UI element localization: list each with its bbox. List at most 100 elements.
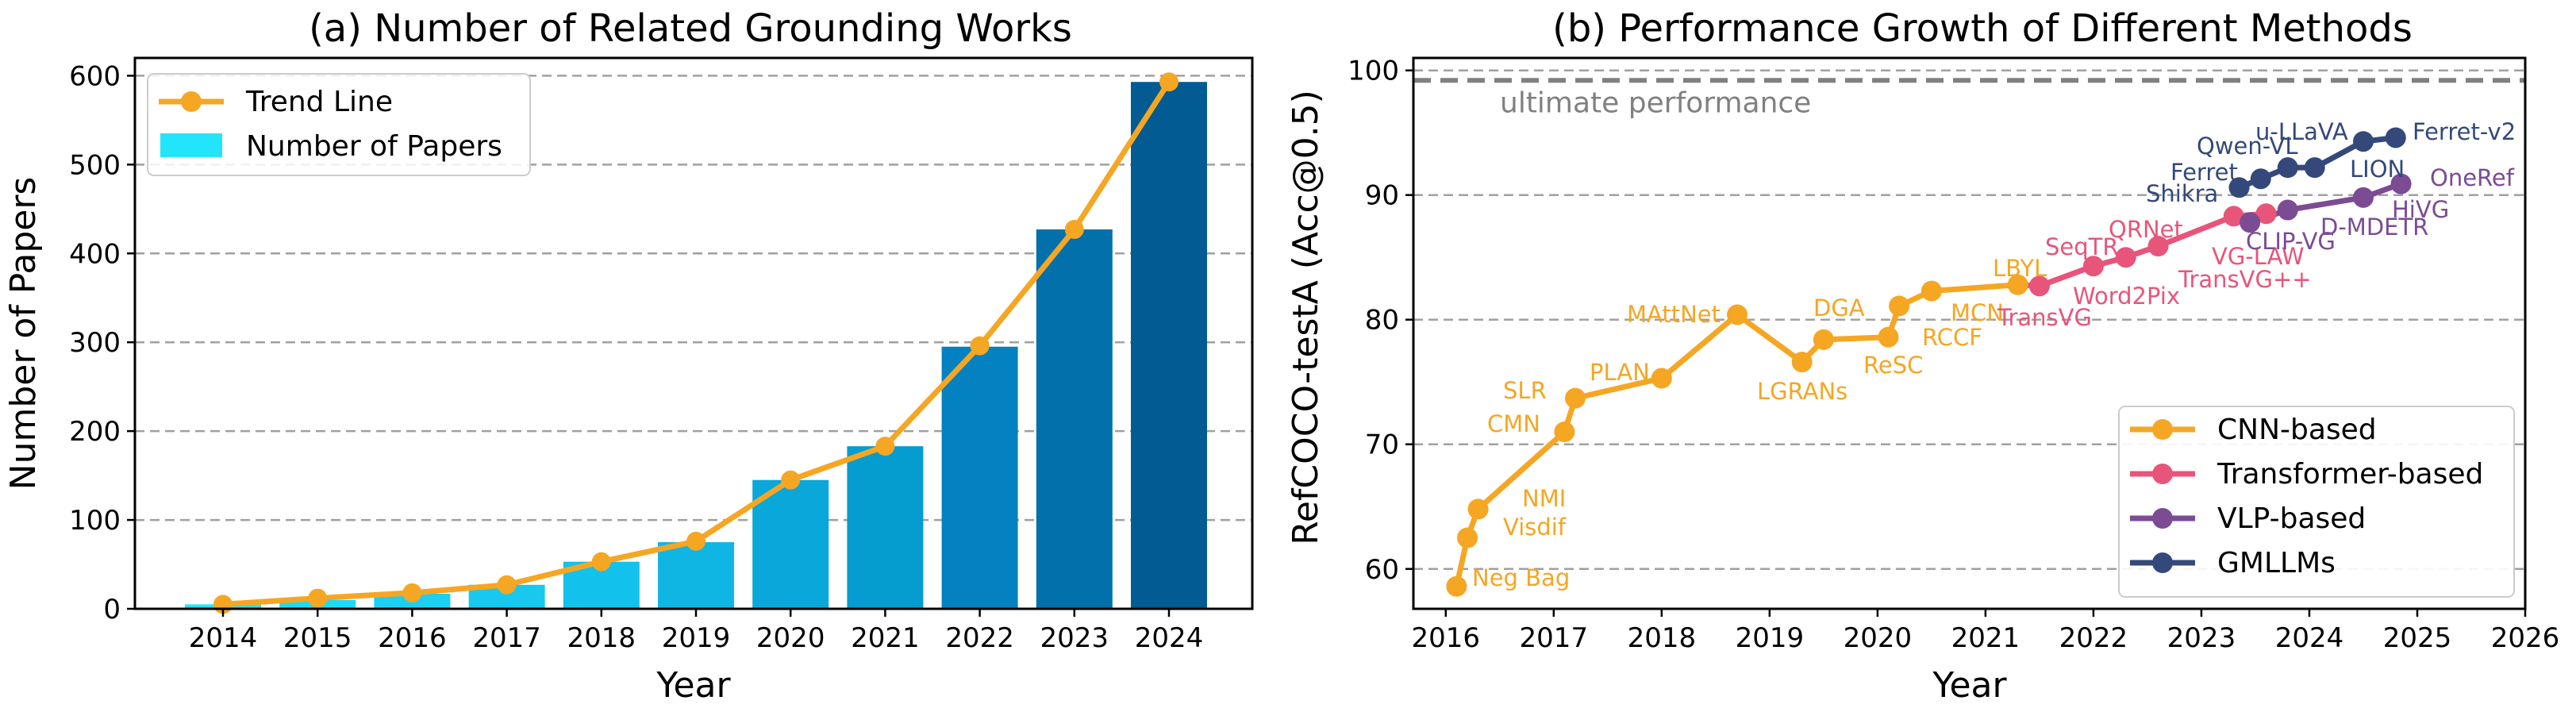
y-tick-label: 300 xyxy=(69,327,121,359)
point-0-1 xyxy=(1457,527,1478,548)
x-tick-label: 2021 xyxy=(1951,622,2020,654)
method-label: MAttNet xyxy=(1627,301,1721,328)
method-label: NMI xyxy=(1522,485,1566,512)
bar-2023 xyxy=(1036,229,1113,609)
method-label: u-LLaVA xyxy=(2255,118,2348,145)
x-tick-label: 2026 xyxy=(2491,622,2560,654)
point-0-11 xyxy=(1920,280,1942,302)
legend-cnn-label: CNN-based xyxy=(2217,414,2377,446)
point-0-8 xyxy=(1813,329,1834,350)
x-tick-label: 2022 xyxy=(2059,622,2128,654)
point-3-1 xyxy=(2250,168,2271,190)
method-label: D-MDETR xyxy=(2320,214,2428,241)
y-tick-label: 80 xyxy=(1365,305,1399,337)
point-1-4 xyxy=(2223,206,2244,227)
panel-a-title: (a) Number of Related Grounding Works xyxy=(309,6,1072,51)
method-label: LGRANs xyxy=(1757,378,1847,405)
x-tick-label: 2014 xyxy=(189,622,258,654)
legend-vlp-marker xyxy=(2152,508,2173,529)
legend-cnn-marker xyxy=(2152,419,2173,440)
method-label: CMN xyxy=(1487,410,1540,437)
panel-a-x-ticks: 2014 2015 2016 2017 2018 2019 2020 2021 2022 2023… xyxy=(189,609,1204,654)
panel-a-y-label: Number of Papers xyxy=(3,177,44,491)
trend-point-2016 xyxy=(402,583,422,602)
legend-gmllm-marker xyxy=(2152,552,2173,573)
panel-b-y-ticks: 60 70 80 90 100 xyxy=(1348,56,1413,586)
y-tick-label: 70 xyxy=(1365,429,1399,461)
panel-b-series xyxy=(1446,127,2412,597)
panel-a: (a) Number of Related Grounding Works 0 1… xyxy=(3,6,1254,706)
panel-b-legend-box xyxy=(2118,406,2515,598)
trend-point-2018 xyxy=(591,552,611,572)
method-label: ReSC xyxy=(1863,352,1923,379)
trend-point-2022 xyxy=(970,336,990,356)
point-3-0 xyxy=(2228,177,2250,198)
bar-2024 xyxy=(1131,82,1207,609)
method-label: QRNet xyxy=(2109,216,2183,243)
panel-b-title: (b) Performance Growth of Different Meth… xyxy=(1552,6,2413,51)
point-0-3 xyxy=(1554,421,1575,443)
panel-b-reference-line: ultimate performance xyxy=(1413,78,2525,119)
y-tick-label: 500 xyxy=(69,149,121,181)
point-1-0 xyxy=(2028,275,2050,297)
point-0-6 xyxy=(1727,304,1748,325)
x-tick-label: 2020 xyxy=(1844,622,1913,654)
bar-2022 xyxy=(941,346,1018,609)
point-3-3 xyxy=(2304,157,2325,179)
trend-point-2023 xyxy=(1064,220,1084,240)
trend-point-2024 xyxy=(1159,72,1178,92)
legend-papers-label: Number of Papers xyxy=(246,130,502,163)
method-label: PLAN xyxy=(1590,359,1650,386)
x-tick-label: 2019 xyxy=(1736,622,1805,654)
x-tick-label: 2019 xyxy=(662,622,731,654)
point-0-5 xyxy=(1651,368,1672,389)
x-tick-label: 2021 xyxy=(851,622,920,654)
method-label: Shikra xyxy=(2146,180,2218,207)
method-label: Ferret xyxy=(2170,159,2238,186)
point-3-2 xyxy=(2277,157,2298,179)
point-0-12 xyxy=(2007,274,2028,295)
legend-papers-swatch xyxy=(160,133,222,157)
panel-a-x-label: Year xyxy=(656,665,731,706)
y-tick-label: 60 xyxy=(1365,554,1399,586)
trend-point-2019 xyxy=(686,531,706,551)
legend-transformer-label: Transformer-based xyxy=(2217,458,2483,491)
y-tick-label: 600 xyxy=(69,60,121,92)
point-2-2 xyxy=(2352,187,2374,208)
point-0-2 xyxy=(1467,498,1489,520)
trend-point-2017 xyxy=(497,575,517,595)
bar-2020 xyxy=(752,479,829,609)
panel-b-legend: CNN-based Transformer-based VLP-based GM… xyxy=(2118,406,2515,598)
legend-transformer-marker xyxy=(2152,464,2173,484)
panel-b-y-label: RefCOCO-testA (Acc@0.5) xyxy=(1286,90,1326,545)
panel-a-legend-box xyxy=(147,73,531,176)
x-tick-label: 2024 xyxy=(2275,622,2344,654)
method-label: RCCF xyxy=(1922,324,1982,351)
legend-trend-line-label: Trend Line xyxy=(245,86,393,118)
x-tick-label: 2018 xyxy=(1628,622,1697,654)
method-label: Qwen-VL xyxy=(2197,133,2298,160)
x-tick-label: 2015 xyxy=(283,622,352,654)
point-1-2 xyxy=(2115,247,2136,268)
point-0-10 xyxy=(1889,295,1910,317)
y-tick-label: 200 xyxy=(69,416,121,448)
y-tick-label: 100 xyxy=(1348,56,1399,87)
method-label: MCN xyxy=(1951,299,2004,326)
method-label: HiVG xyxy=(2392,196,2449,223)
x-tick-label: 2024 xyxy=(1135,622,1204,654)
method-label: Ferret-v2 xyxy=(2413,118,2516,145)
point-0-0 xyxy=(1446,575,1467,597)
y-tick-label: 400 xyxy=(69,238,121,270)
point-3-5 xyxy=(2385,127,2406,148)
point-1-1 xyxy=(2082,256,2104,277)
method-label: DGA xyxy=(1813,294,1865,321)
x-tick-label: 2017 xyxy=(1520,622,1589,654)
x-tick-label: 2023 xyxy=(1040,622,1109,654)
x-tick-label: 2023 xyxy=(2167,622,2236,654)
bar-2021 xyxy=(847,446,924,609)
panel-a-legend: Trend Line Number of Papers xyxy=(147,73,531,176)
panel-a-y-ticks: 0 100 200 300 400 500 600 xyxy=(69,60,135,625)
y-tick-label: 90 xyxy=(1365,180,1399,212)
